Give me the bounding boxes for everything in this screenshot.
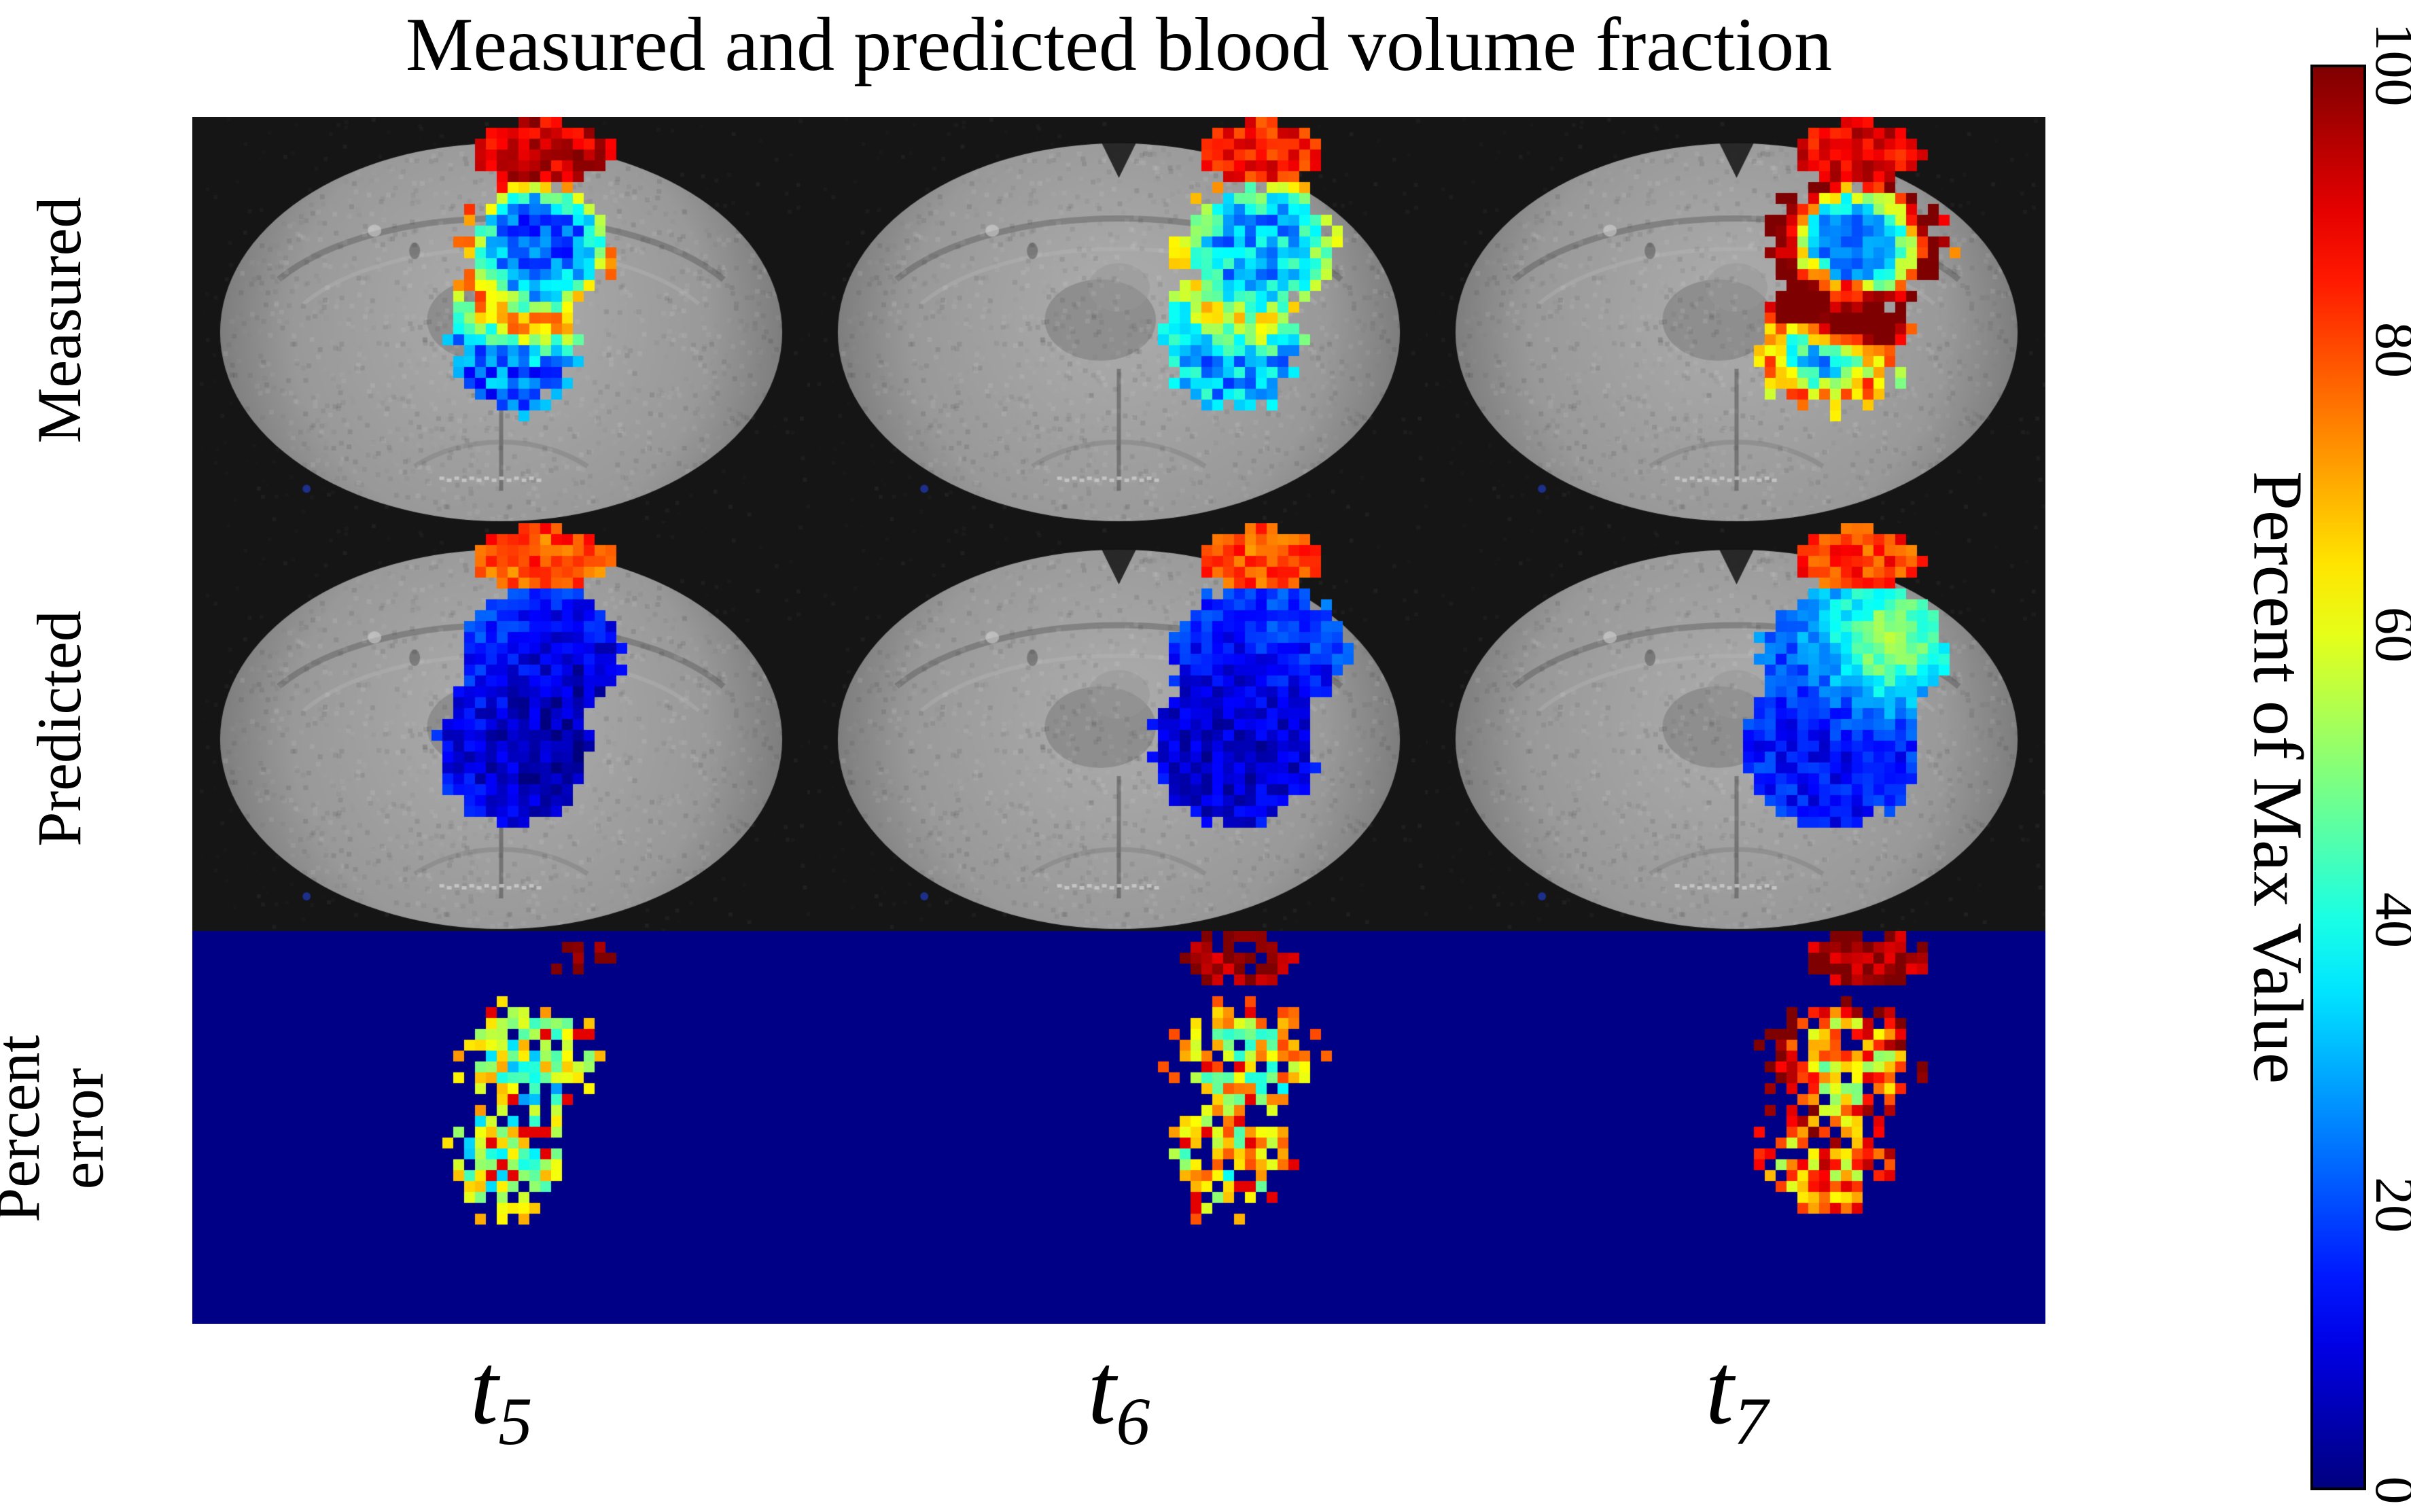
row-label-measured: Measured [24,196,94,444]
figure-title: Measured and predicted blood volume frac… [405,3,1833,87]
column-label-subscript: 7 [1734,1384,1768,1459]
column-label-subscript: 6 [1116,1384,1150,1459]
column-label-base: t [1705,1333,1734,1445]
panel-error-t6 [810,931,1428,1324]
column-label-t7: t7 [1428,1331,2045,1460]
colorbar-tick-label: 60 [2364,607,2411,663]
colorbar-tick-label: 100 [2364,22,2411,107]
column-label-subscript: 5 [498,1384,533,1459]
colorbar-gradient [2310,65,2366,1490]
colorbar-tick-label: 20 [2364,1177,2411,1233]
panel-predicted-t5 [192,523,810,931]
colorbar-tick-label: 0 [2363,1477,2411,1505]
panel-measured-t6 [810,117,1428,523]
panel-error-t7 [1428,931,2045,1324]
panel-measured-t7 [1428,117,2045,523]
panel-measured-t5 [192,117,810,523]
panel-error-t5 [192,931,810,1324]
column-label-base: t [1087,1333,1116,1445]
column-label-base: t [470,1333,499,1445]
panel-grid [192,117,2045,1324]
row-label-predicted: Predicted [24,610,94,847]
colorbar-label: Percent of Max Value [2238,470,2317,1085]
row-label-percent-error: Percent error [0,1035,116,1223]
column-label-t6: t6 [810,1331,1428,1460]
colorbar-tick-label: 40 [2364,892,2411,948]
panel-predicted-t6 [810,523,1428,931]
panel-predicted-t7 [1428,523,2045,931]
column-label-t5: t5 [192,1331,810,1460]
colorbar-tick-label: 80 [2364,321,2411,378]
